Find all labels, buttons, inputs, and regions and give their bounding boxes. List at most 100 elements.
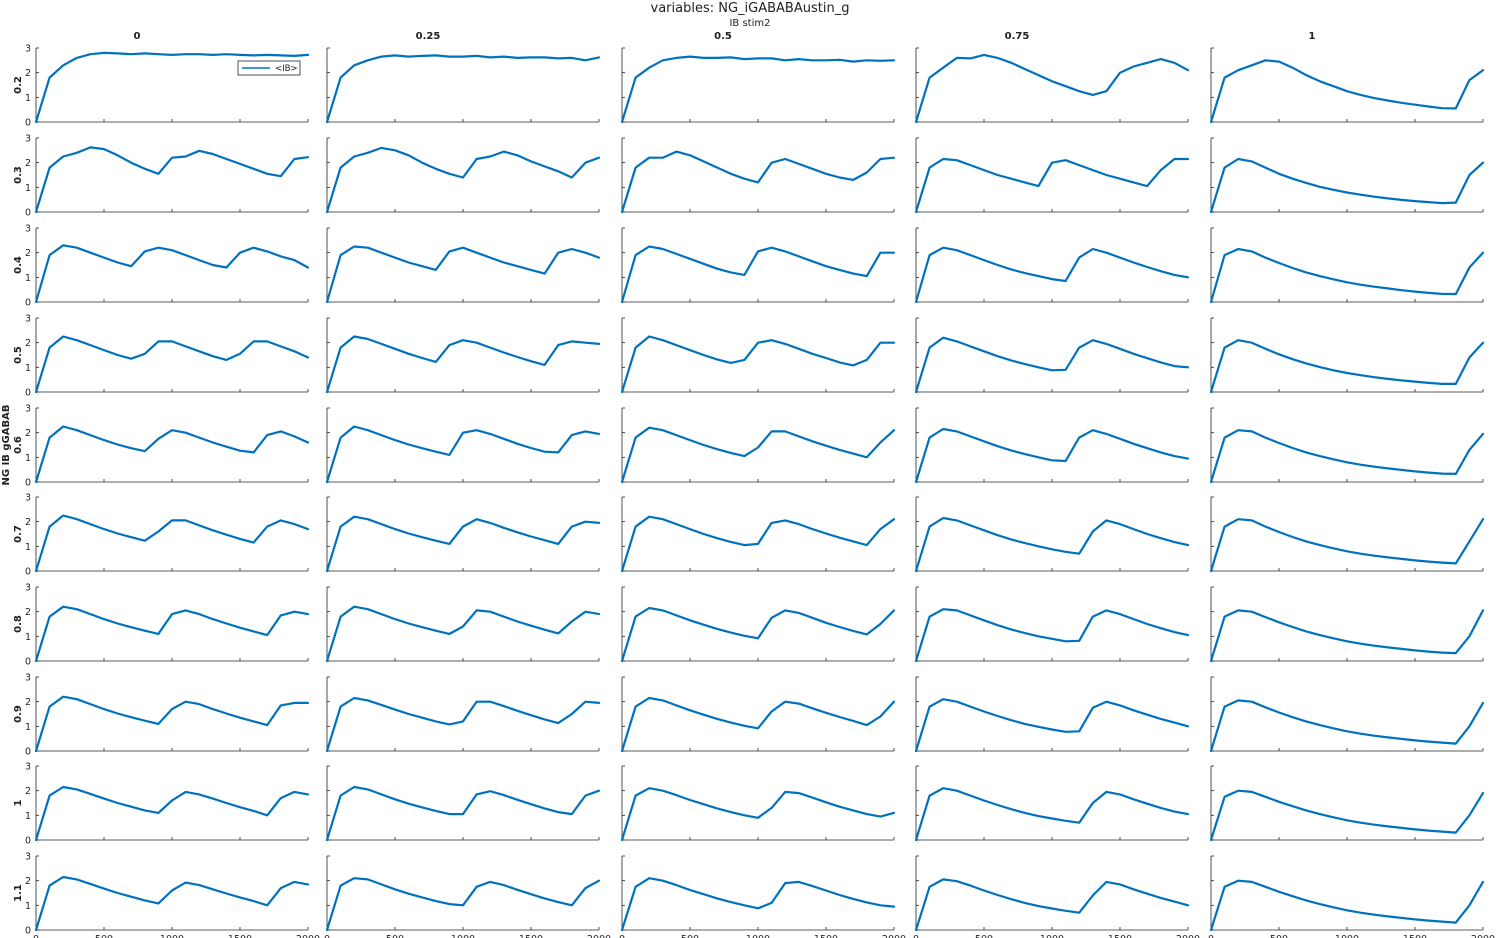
y-tick-label: 1	[25, 273, 31, 284]
series-line	[325, 146, 601, 214]
row-label: 1	[13, 799, 24, 806]
y-tick-label: 0	[25, 657, 31, 668]
column-title: 1	[1309, 31, 1316, 42]
y-tick-label: 2	[25, 607, 31, 618]
y-tick-label: 3	[25, 852, 31, 863]
panel	[1209, 496, 1485, 573]
row-label: 0.2	[13, 76, 24, 94]
column-title: 0	[134, 31, 141, 42]
series-line	[1209, 699, 1485, 753]
y-tick-label: 3	[25, 493, 31, 504]
series-line	[914, 608, 1190, 663]
panel: 0 500 1000 1500 2000	[1208, 855, 1495, 938]
series-line	[1209, 609, 1485, 663]
column-title: 0.25	[416, 31, 441, 42]
panel	[620, 676, 896, 753]
row-label: 0.3	[13, 166, 24, 184]
panel: 0 1 2 3	[25, 493, 310, 578]
y-tick-label: 3	[25, 404, 31, 415]
x-tick-label: 0	[913, 934, 919, 938]
y-tick-label: 0	[25, 836, 31, 847]
row-label: 0.8	[13, 615, 24, 633]
panel	[1209, 227, 1485, 304]
y-tick-label: 0	[25, 118, 31, 129]
y-tick-label: 2	[25, 517, 31, 528]
y-tick-label: 2	[25, 248, 31, 259]
y-tick-label: 3	[25, 762, 31, 773]
series-line	[914, 427, 1190, 484]
x-tick-label: 2000	[1176, 934, 1200, 938]
panel: 0 1 2 3 0 500 1000 1500 2000	[25, 852, 320, 938]
series-line	[914, 53, 1190, 124]
panel	[914, 586, 1190, 663]
series-line	[620, 55, 896, 124]
y-tick-label: 3	[25, 583, 31, 594]
panel	[914, 407, 1190, 484]
y-tick-label: 3	[25, 673, 31, 684]
row-label: 0.6	[13, 436, 24, 454]
row-label: 0.9	[13, 705, 24, 723]
series-line	[620, 426, 896, 484]
series-line	[34, 335, 310, 394]
y-tick-label: 0	[25, 478, 31, 489]
y-tick-label: 1	[25, 453, 31, 464]
panel: 0 1 2 3	[25, 673, 310, 758]
x-tick-label: 1000	[451, 934, 475, 938]
x-tick-label: 0	[33, 934, 39, 938]
series-line	[914, 698, 1190, 753]
panel	[325, 765, 601, 842]
series-line	[325, 54, 601, 124]
y-tick-label: 0	[25, 208, 31, 219]
y-tick-label: 1	[25, 93, 31, 104]
y-tick-label: 3	[25, 44, 31, 55]
x-tick-label: 500	[1270, 934, 1288, 938]
series-line	[325, 515, 601, 573]
y-tick-label: 0	[25, 298, 31, 309]
panel	[325, 137, 601, 214]
panel	[914, 676, 1190, 753]
panel: 0 1 2 3	[25, 314, 310, 399]
panel	[325, 47, 601, 124]
panel	[1209, 317, 1485, 394]
series-line	[914, 336, 1190, 394]
row-label: 0.7	[13, 525, 24, 543]
series-line	[34, 425, 310, 484]
y-tick-label: 0	[25, 567, 31, 578]
panel	[1209, 765, 1485, 842]
x-tick-label: 1500	[519, 934, 543, 938]
y-tick-label: 0	[25, 926, 31, 937]
series-line	[620, 787, 896, 842]
panel	[1209, 676, 1485, 753]
x-tick-label: 1500	[1108, 934, 1132, 938]
series-line	[620, 606, 896, 663]
y-tick-label: 2	[25, 428, 31, 439]
series-line	[620, 150, 896, 214]
y-tick-label: 1	[25, 901, 31, 912]
x-tick-label: 2000	[882, 934, 906, 938]
panel	[325, 317, 601, 394]
row-label: 0.4	[13, 256, 24, 274]
y-tick-label: 2	[25, 786, 31, 797]
series-line	[34, 244, 310, 304]
y-tick-label: 2	[25, 876, 31, 887]
x-tick-label: 500	[681, 934, 699, 938]
x-group-label: IB stim2	[729, 18, 770, 29]
series-line	[620, 335, 896, 394]
y-tick-label: 2	[25, 68, 31, 79]
series-line	[34, 51, 310, 124]
panel	[620, 586, 896, 663]
y-tick-label: 2	[25, 697, 31, 708]
x-tick-label: 1000	[1335, 934, 1359, 938]
x-tick-label: 1500	[228, 934, 252, 938]
panel: 0 1 2 3	[25, 404, 310, 489]
panel	[1209, 47, 1485, 124]
panel	[620, 407, 896, 484]
series-line	[1209, 879, 1485, 932]
panel: 0 500 1000 1500 2000	[913, 855, 1200, 938]
panel-grid: 0 0.25 0.5 0.75 10.20123<IB>0.301230.401230.…	[13, 31, 1495, 938]
y-tick-label: 0	[25, 747, 31, 758]
y-tick-label: 2	[25, 158, 31, 169]
x-tick-label: 1500	[814, 934, 838, 938]
series-line	[914, 157, 1190, 214]
x-tick-label: 0	[619, 934, 625, 938]
